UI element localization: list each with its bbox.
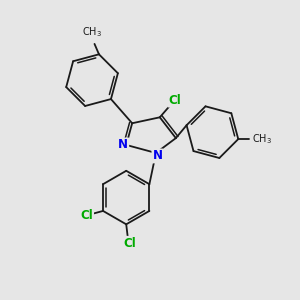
Text: N: N	[118, 138, 128, 152]
Text: CH$_3$: CH$_3$	[252, 132, 272, 146]
Text: Cl: Cl	[80, 209, 93, 222]
Text: Cl: Cl	[124, 237, 136, 250]
Text: Cl: Cl	[168, 94, 181, 106]
Text: CH$_3$: CH$_3$	[82, 25, 102, 39]
Text: N: N	[152, 149, 162, 162]
